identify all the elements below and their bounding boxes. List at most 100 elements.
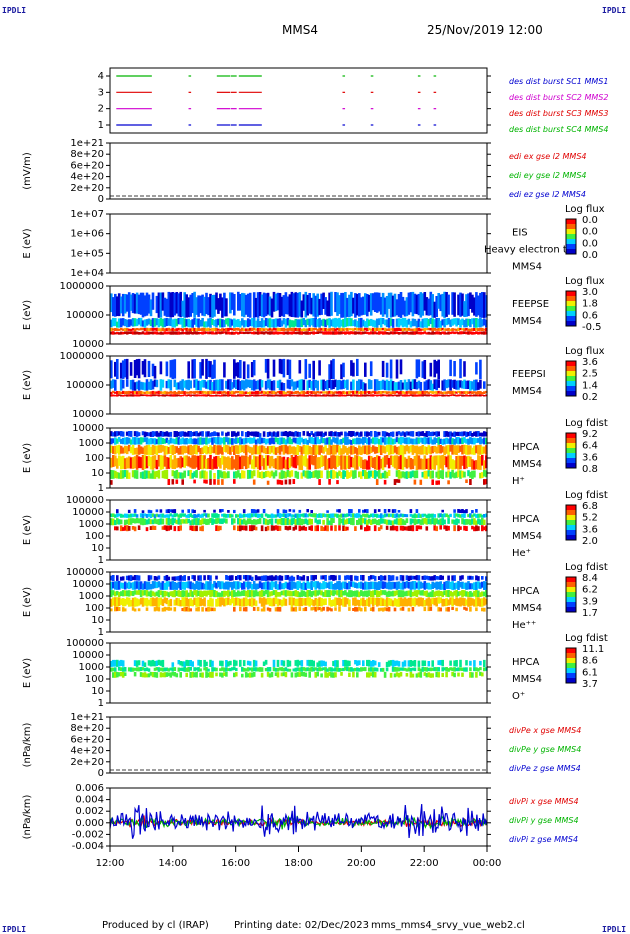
heat-cell [266, 455, 270, 466]
heat-cell [387, 509, 391, 513]
heat-cell [364, 394, 367, 397]
heat-cell [145, 597, 149, 607]
heat-cell [413, 445, 417, 454]
heat-cell [181, 379, 184, 391]
heat-cell [314, 597, 317, 606]
heat-cell [185, 331, 188, 335]
heat-cell [483, 292, 486, 318]
heat-cell [401, 519, 405, 525]
heat-cell [371, 575, 375, 579]
heat-cell [159, 328, 163, 332]
heat-cell [286, 513, 290, 518]
heat-cell [479, 592, 482, 597]
heat-cell [272, 659, 276, 667]
heat-cell [129, 391, 133, 394]
heat-cell [179, 672, 182, 678]
heat-cell [421, 575, 425, 580]
heat-cell [318, 519, 321, 525]
heat-cell [288, 445, 292, 455]
heat-cell [223, 331, 226, 334]
series-label: des dist burst SC1 MMS1 [509, 77, 608, 86]
heat-cell [459, 445, 462, 452]
heat-cell [350, 391, 353, 394]
heat-cell [381, 431, 385, 437]
heat-cell [110, 380, 113, 389]
heat-cell [300, 667, 304, 672]
heat-cell [272, 597, 276, 607]
heat-cell [405, 444, 409, 452]
heat-cell [300, 446, 304, 455]
heat-cell [443, 455, 446, 466]
heat-cell [449, 394, 452, 397]
heat-cell [135, 598, 139, 607]
heat-cell [177, 382, 181, 390]
heat-cell [264, 513, 268, 517]
heat-cell [338, 327, 341, 332]
heat-cell [475, 438, 478, 443]
heat-cell [205, 471, 208, 479]
heat-cell [411, 438, 415, 445]
heat-cell [139, 437, 143, 445]
heat-cell [479, 598, 482, 607]
heat-cell [453, 513, 456, 518]
heat-cell [469, 445, 472, 455]
heat-cell [237, 362, 240, 378]
heat-cell [435, 446, 438, 454]
heat-cell [342, 319, 345, 328]
heat-cell [244, 597, 248, 607]
heat-cell [360, 581, 363, 589]
series-label: divPi y gse MMS4 [509, 816, 579, 825]
heat-cell [364, 513, 367, 518]
heat-cell [330, 319, 333, 327]
heat-cell [193, 318, 196, 325]
panel-divpi: 0.0060.0040.0020.000-0.002-0.004(nPa/km)… [22, 783, 579, 852]
heat-cell [435, 455, 438, 466]
heat-cell [143, 672, 147, 678]
heat-cell [417, 581, 421, 590]
heat-cell [346, 513, 349, 517]
heat-cell [201, 331, 204, 335]
heat-cell [324, 575, 327, 581]
heat-cell [330, 328, 333, 331]
heat-cell [397, 514, 401, 518]
series-label: edi ez gse l2 MMS4 [509, 190, 586, 199]
heat-cell [183, 438, 186, 445]
heat-cell [242, 394, 246, 396]
heat-cell [177, 327, 181, 331]
heat-cell [429, 432, 433, 437]
heat-cell [421, 318, 425, 328]
heat-cell [475, 318, 478, 328]
heat-cell [334, 292, 337, 313]
heat-cell [225, 298, 228, 317]
heat-cell [433, 445, 436, 453]
heat-cell [260, 525, 264, 532]
heat-cell [457, 525, 460, 532]
heat-cell [342, 518, 345, 526]
colorbar-step [566, 224, 576, 230]
heat-cell [197, 659, 200, 666]
heat-cell [367, 659, 371, 667]
heat-cell [417, 455, 421, 470]
heat-cell [443, 331, 446, 335]
x-tick-label: 14:00 [158, 858, 187, 869]
heat-cell [419, 590, 423, 596]
heat-cell [117, 332, 121, 335]
heat-cell [215, 667, 218, 672]
heat-cell [389, 526, 393, 531]
colorbar-tick: 2.5 [582, 369, 598, 380]
heat-cell [292, 391, 296, 394]
heat-cell [421, 394, 425, 397]
heat-cell [435, 391, 438, 395]
heat-cell [375, 590, 379, 598]
heat-cell [125, 391, 129, 395]
heat-cell [133, 518, 137, 524]
heat-cell [483, 659, 486, 667]
heat-cell [316, 457, 319, 469]
heat-cell [177, 590, 181, 597]
heat-cell [117, 472, 121, 479]
heat-cell [177, 598, 181, 607]
heat-cell [314, 575, 317, 580]
heat-cell [483, 470, 486, 477]
heat-cell [246, 445, 250, 453]
